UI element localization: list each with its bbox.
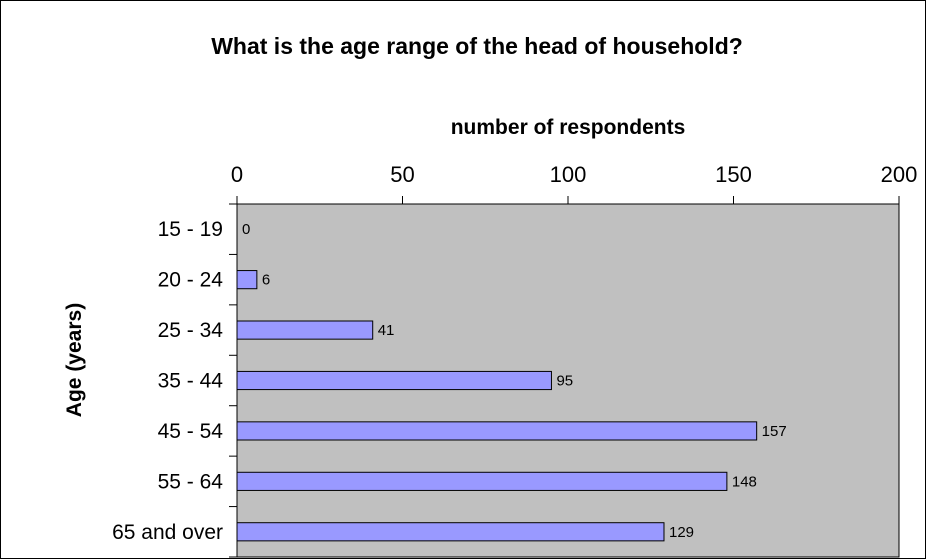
category-label: 25 - 34 [158,319,224,342]
data-label: 95 [556,373,573,390]
x-tick-label: 50 [390,162,414,187]
x-tick-label: 200 [881,162,918,187]
x-tick-label: 150 [715,162,752,187]
chart-title: What is the age range of the head of hou… [211,33,743,59]
data-label: 129 [669,524,694,541]
category-label: 35 - 44 [158,370,224,393]
category-label: 55 - 64 [158,470,224,493]
bar [236,471,728,491]
bar [236,320,374,340]
x-axis-title: number of respondents [451,116,686,139]
y-axis-title: Age (years) [63,303,86,417]
y-axis-ticks: 15 - 19 20 - 24 25 - 34 35 - 44 45 - 54 55 - … [112,203,237,558]
bar [236,522,665,542]
data-label: 6 [262,272,270,289]
category-label: 20 - 24 [158,269,224,292]
data-label: 41 [378,322,395,339]
bar [236,270,258,290]
bar [236,370,552,391]
x-axis-ticks: 0 50 100 150 200 [231,162,917,204]
bar [236,421,758,441]
category-label: 45 - 54 [158,420,224,443]
data-label: 0 [242,221,250,238]
category-label: 15 - 19 [158,218,223,241]
bar-series [236,270,758,542]
data-label: 148 [732,473,757,490]
data-label: 157 [762,423,787,440]
data-labels: 0 6 41 95 157 148 129 [242,221,787,541]
x-tick-label: 100 [550,162,587,187]
category-label: 65 and over [112,521,223,544]
x-tick-label: 0 [231,162,243,187]
